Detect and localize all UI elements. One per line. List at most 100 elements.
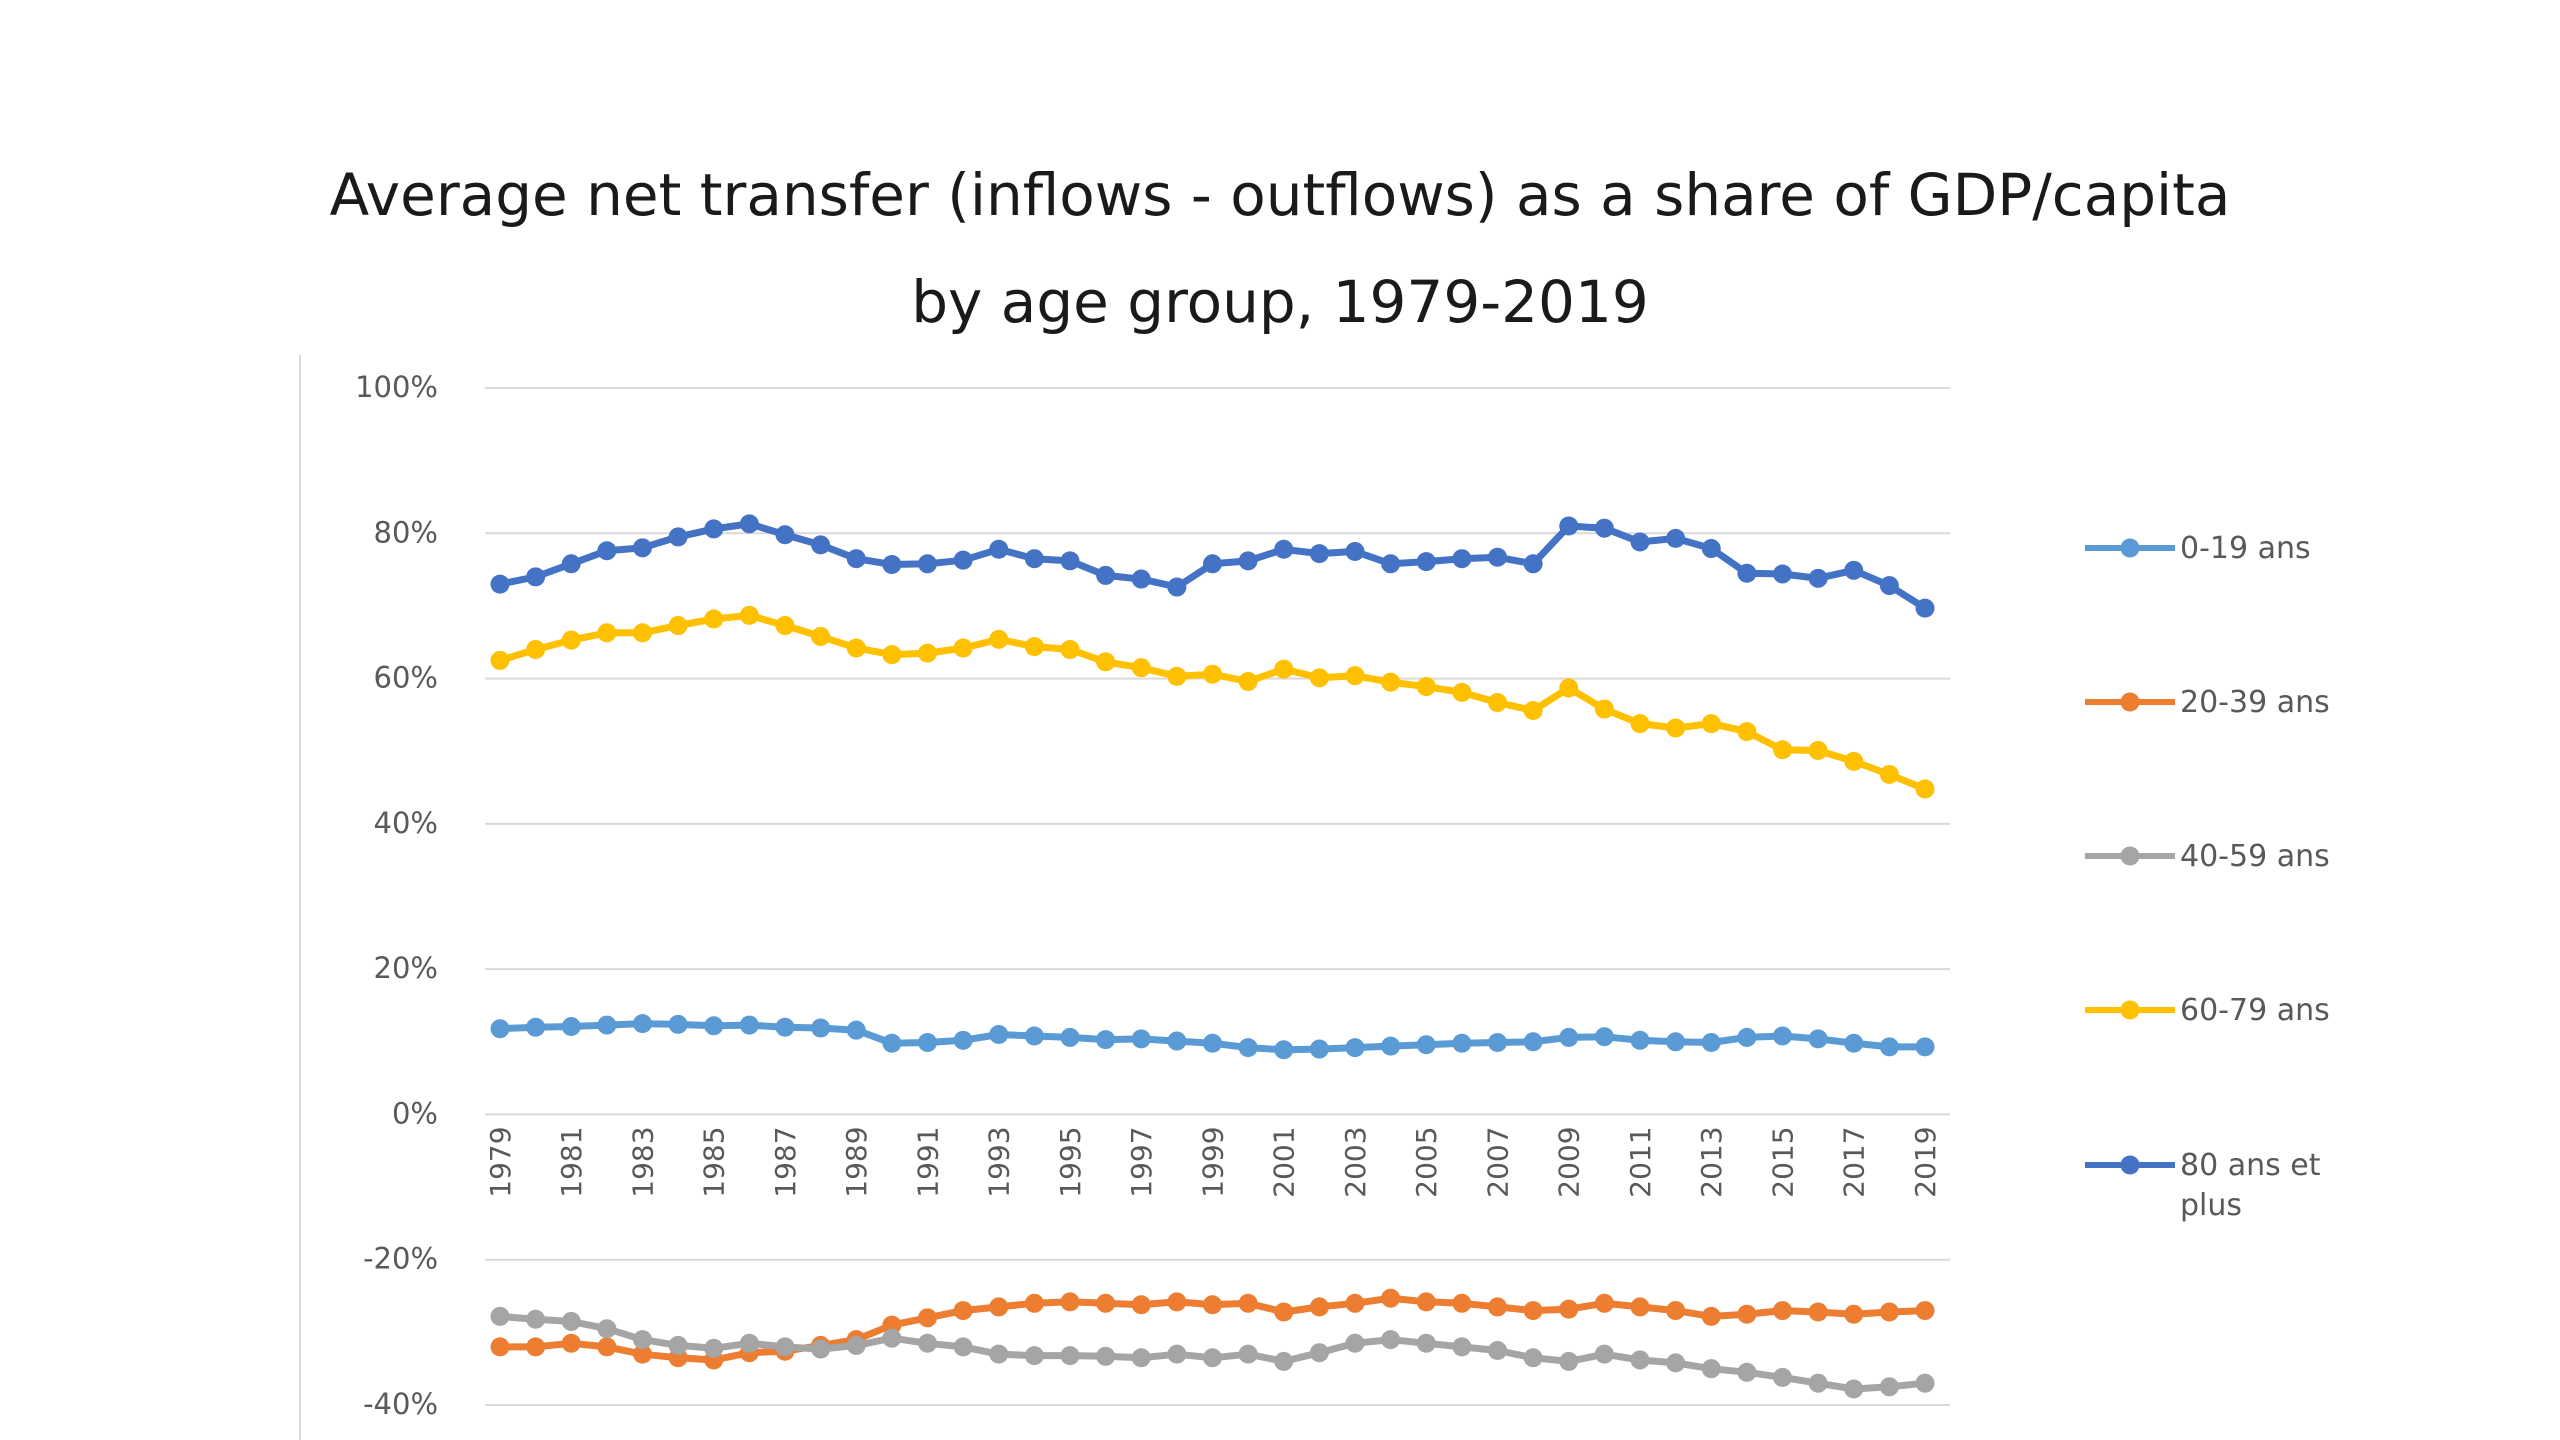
data-point: [1523, 554, 1543, 574]
data-point: [1452, 682, 1472, 702]
data-point: [1060, 1292, 1080, 1312]
data-point: [526, 1337, 546, 1357]
data-point: [1488, 1297, 1507, 1317]
data-point: [775, 1017, 795, 1037]
legend-label: 0-19 ans: [2180, 531, 2311, 566]
data-point: [1024, 1293, 1044, 1313]
x-tick-label: 2011: [1624, 1126, 1657, 1197]
data-point: [1523, 1032, 1543, 1052]
legend-item: 40-59 ans: [2085, 839, 2330, 874]
data-point: [953, 1301, 973, 1321]
data-point: [1737, 563, 1757, 583]
data-point: [1096, 652, 1116, 672]
data-point: [1381, 554, 1401, 574]
legend-marker: [2120, 846, 2140, 866]
data-point: [811, 626, 831, 646]
data-point: [1915, 1301, 1935, 1321]
legend-label: 60-79 ans: [2180, 993, 2330, 1028]
data-point: [1666, 1032, 1686, 1052]
data-point: [1701, 1306, 1721, 1326]
data-point: [1915, 779, 1935, 799]
data-point: [1808, 1373, 1828, 1393]
data-point: [1131, 1348, 1151, 1368]
series-40-59-ans: [490, 1306, 1935, 1399]
data-point: [1773, 564, 1792, 584]
data-point: [633, 1330, 652, 1350]
data-point: [1666, 718, 1686, 738]
data-point: [1416, 1292, 1436, 1312]
x-tick-label: 1981: [555, 1126, 588, 1197]
legend-label: 40-59 ans: [2180, 839, 2330, 874]
data-point: [633, 1014, 652, 1034]
data-point: [1773, 1301, 1792, 1321]
data-point: [1844, 1033, 1864, 1053]
data-point: [1238, 551, 1258, 571]
data-point: [704, 1338, 724, 1358]
data-point: [1523, 1348, 1543, 1368]
series-60-79-ans: [490, 605, 1935, 799]
data-point: [1309, 1297, 1329, 1317]
data-point: [561, 1017, 581, 1037]
data-point: [882, 1315, 902, 1335]
y-tick-label: 0%: [392, 1096, 438, 1130]
legend-marker: [2120, 538, 2140, 558]
y-tick-label: -40%: [363, 1387, 438, 1421]
data-point: [1167, 577, 1187, 597]
data-point: [1844, 1304, 1864, 1324]
data-point: [1238, 1293, 1258, 1313]
data-point: [846, 549, 866, 569]
data-point: [989, 1025, 1009, 1045]
data-point: [1096, 1346, 1116, 1366]
data-point: [1452, 549, 1472, 569]
data-point: [597, 623, 617, 643]
data-point: [1416, 1333, 1436, 1353]
data-point: [597, 1337, 617, 1357]
data-point: [775, 616, 795, 636]
data-point: [1879, 764, 1899, 784]
data-point: [526, 1017, 546, 1037]
data-point: [1131, 569, 1151, 589]
data-point: [953, 1030, 973, 1050]
data-point: [490, 1306, 510, 1326]
data-point: [1416, 1035, 1436, 1055]
data-point: [1594, 1027, 1614, 1047]
x-tick-label: 1999: [1197, 1126, 1230, 1197]
data-point: [1167, 666, 1187, 686]
data-point: [1737, 722, 1757, 742]
x-tick-label: 1979: [484, 1126, 517, 1197]
data-point: [1915, 1373, 1935, 1393]
legend-marker: [2120, 1000, 2140, 1020]
data-point: [597, 541, 617, 561]
data-point: [1238, 1344, 1258, 1364]
data-point: [1167, 1344, 1187, 1364]
data-point: [1559, 516, 1579, 536]
data-point: [1844, 751, 1864, 771]
data-point: [1131, 1295, 1151, 1315]
data-point: [1488, 693, 1507, 713]
data-point: [561, 1333, 581, 1353]
x-tick-label: 2005: [1410, 1126, 1443, 1197]
data-point: [953, 550, 973, 570]
data-point: [1345, 541, 1365, 561]
data-point: [1666, 1301, 1686, 1321]
data-point: [1096, 565, 1116, 585]
x-tick-label: 2013: [1695, 1126, 1728, 1197]
x-tick-label: 2007: [1482, 1126, 1515, 1197]
data-point: [918, 1333, 937, 1353]
data-point: [882, 1033, 902, 1053]
data-point: [1203, 1295, 1222, 1315]
data-point: [1879, 1302, 1899, 1322]
data-point: [1096, 1293, 1116, 1313]
data-point: [1345, 1293, 1365, 1313]
data-point: [1452, 1337, 1472, 1357]
series-0-19-ans: [490, 1014, 1935, 1060]
data-point: [1773, 1367, 1792, 1387]
data-point: [1666, 1353, 1686, 1373]
y-tick-label: 80%: [374, 515, 438, 549]
data-point: [1167, 1031, 1187, 1051]
data-point: [1416, 552, 1436, 572]
x-tick-label: 2015: [1767, 1126, 1800, 1197]
data-point: [811, 1018, 831, 1038]
data-point: [633, 1344, 652, 1364]
data-point: [561, 630, 581, 650]
